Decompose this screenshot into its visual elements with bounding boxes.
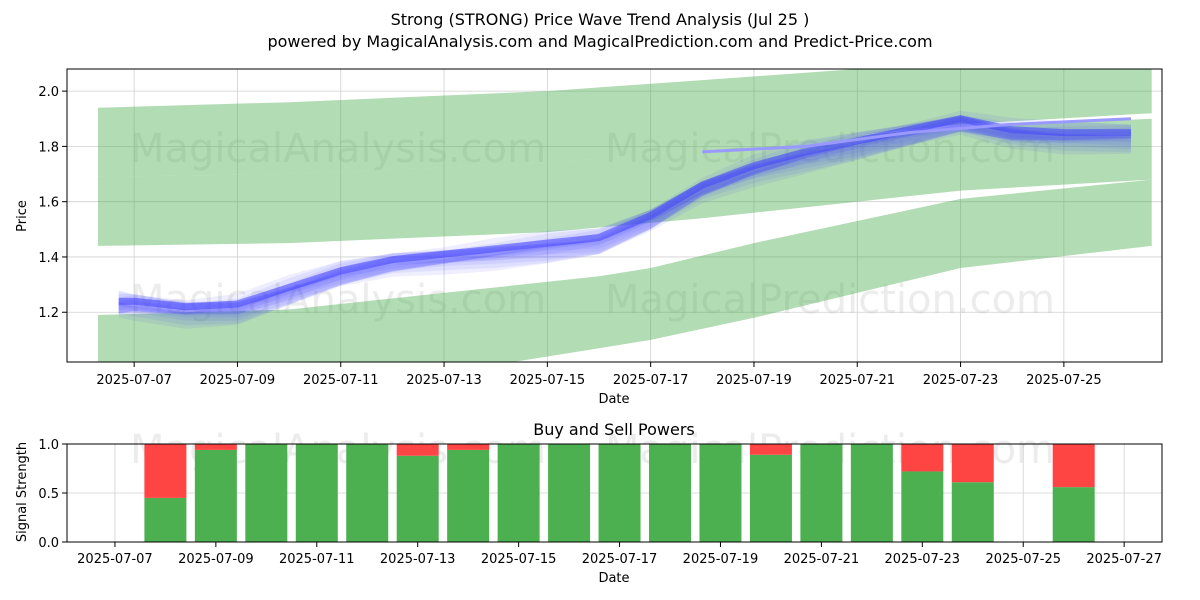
price-x-tick-label: 2025-07-11: [303, 373, 379, 388]
signal-y-tick-label: 1.0: [38, 438, 59, 453]
wave-band-10: [118, 110, 1131, 329]
buy-bar: [1052, 487, 1095, 542]
signal-x-tick-label: 2025-07-09: [178, 552, 254, 567]
buy-bar: [951, 482, 994, 542]
price-y-tick-label: 2.0: [38, 85, 59, 100]
chart-subtitle: powered by MagicalAnalysis.com and Magic…: [267, 32, 932, 51]
sell-bar: [447, 444, 490, 450]
price-panel: MagicalAnalysis.com MagicalPrediction.com…: [38, 68, 1163, 388]
signal-ylabel: Signal Strength: [15, 442, 30, 542]
price-ylabel: Price: [15, 200, 30, 232]
price-x-tick-label: 2025-07-09: [200, 373, 276, 388]
buy-bar: [649, 444, 692, 542]
signal-x-tick-label: 2025-07-07: [77, 552, 153, 567]
price-x-tick-label: 2025-07-19: [716, 373, 792, 388]
signal-y-tick-label: 0.5: [38, 487, 59, 502]
signal-panel: MagicalAnalysis.comMagicalPrediction.com…: [38, 427, 1163, 567]
wave-band-4: [118, 118, 1131, 314]
buy-bar: [598, 444, 641, 542]
price-x-tick-label: 2025-07-07: [96, 373, 172, 388]
chart-title: Strong (STRONG) Price Wave Trend Analysi…: [391, 10, 810, 29]
watermark: MagicalAnalysis.com: [130, 277, 546, 323]
price-y-tick-label: 1.8: [38, 140, 59, 155]
signal-xlabel: Date: [598, 571, 629, 586]
buy-bar: [295, 444, 338, 542]
band-1: [98, 118, 1152, 246]
signal-x-tick-label: 2025-07-13: [380, 552, 456, 567]
signal-x-tick-label: 2025-07-25: [985, 552, 1061, 567]
buy-bar: [245, 444, 288, 542]
buy-bar: [699, 444, 742, 542]
signal-title: Buy and Sell Powers: [533, 420, 695, 439]
signal-x-tick-label: 2025-07-23: [885, 552, 961, 567]
trend-line: [702, 117, 1132, 154]
price-x-tick-label: 2025-07-23: [923, 373, 999, 388]
buy-bar: [447, 449, 490, 542]
sell-bar: [144, 444, 187, 498]
sell-bar: [749, 444, 792, 455]
price-x-tick-label: 2025-07-17: [613, 373, 689, 388]
buy-bar: [749, 454, 792, 542]
buy-bar: [346, 444, 389, 542]
watermark: MagicalPrediction.com: [605, 277, 1055, 323]
price-frame: [66, 68, 1163, 363]
buy-bar: [850, 444, 893, 542]
price-x-tick-label: 2025-07-13: [406, 373, 482, 388]
signal-x-tick-label: 2025-07-15: [481, 552, 557, 567]
buy-bar: [548, 444, 591, 542]
price-x-tick-label: 2025-07-15: [510, 373, 586, 388]
signal-x-tick-label: 2025-07-19: [683, 552, 759, 567]
price-y-tick-label: 1.2: [38, 306, 59, 321]
price-y-tick-label: 1.4: [38, 251, 59, 266]
signal-x-tick-label: 2025-07-17: [582, 552, 658, 567]
watermark-group: MagicalAnalysis.com MagicalPrediction.com…: [130, 126, 1055, 323]
band-2: [98, 179, 1152, 362]
wave-mean-line: [118, 115, 1131, 311]
buy-bar: [194, 449, 237, 542]
price-xlabel: Date: [598, 392, 629, 407]
buy-bar: [497, 444, 540, 542]
price-y-tick-label: 1.6: [38, 196, 59, 211]
buy-bar: [800, 444, 843, 542]
signal-x-tick-label: 2025-07-21: [784, 552, 860, 567]
sell-bar: [1052, 444, 1095, 488]
watermark: MagicalAnalysis.com: [130, 126, 546, 172]
wave-band-5: [118, 115, 1131, 314]
wave-band-9: [118, 115, 1131, 326]
wave-band-8: [118, 117, 1131, 322]
sell-bar: [951, 444, 994, 483]
price-x-tick-label: 2025-07-25: [1026, 373, 1102, 388]
signal-y-tick-label: 0.0: [38, 536, 59, 551]
sell-bar: [396, 444, 439, 456]
price-x-tick-label: 2025-07-21: [819, 373, 895, 388]
buy-bar: [396, 455, 439, 542]
buy-bar: [144, 497, 187, 542]
signal-x-tick-label: 2025-07-11: [279, 552, 355, 567]
signal-x-tick-label: 2025-07-27: [1086, 552, 1162, 567]
sell-bar: [194, 444, 237, 450]
buy-bar: [901, 471, 944, 542]
sell-bar: [901, 444, 944, 472]
band-0: [98, 69, 1152, 177]
price-plot-area: MagicalAnalysis.com MagicalPrediction.com…: [67, 69, 1162, 362]
